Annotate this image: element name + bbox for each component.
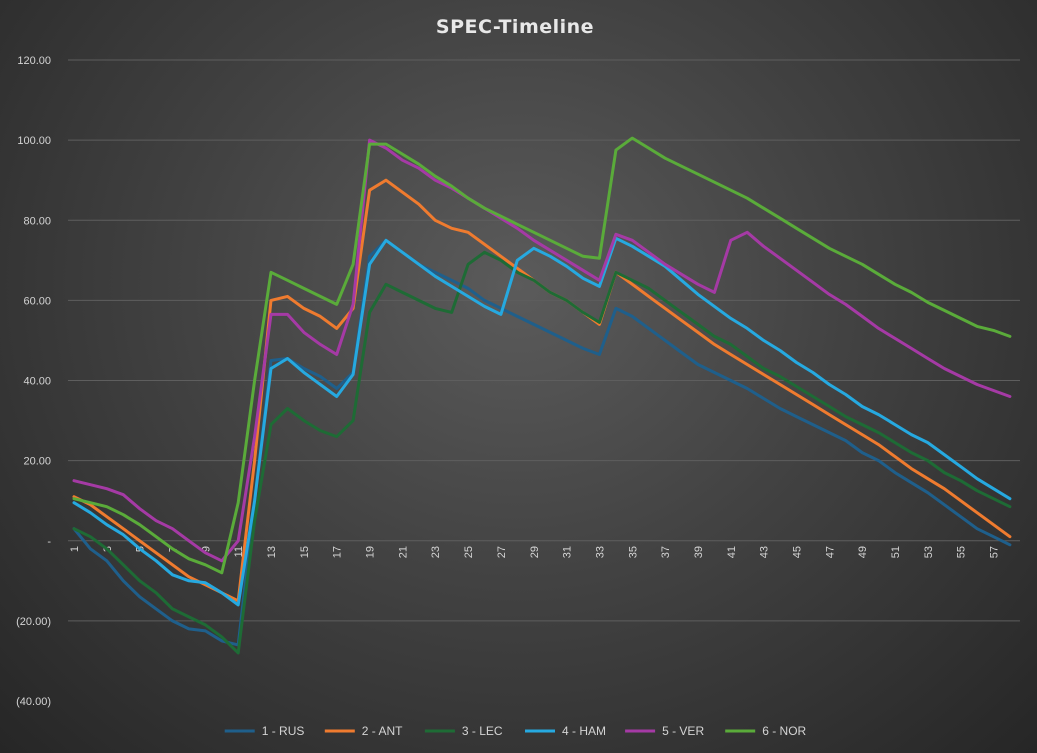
x-tick-label: 47	[824, 546, 836, 558]
x-tick-label: 1	[69, 546, 81, 552]
legend-label: 3 - LEC	[462, 724, 503, 738]
x-tick-label: 27	[496, 546, 508, 558]
y-tick-label: 100.00	[17, 135, 51, 147]
x-tick-label: 39	[693, 546, 705, 558]
y-tick-label: 80.00	[23, 215, 51, 227]
x-tick-label: 9	[200, 546, 212, 552]
y-tick-label: 20.00	[23, 456, 51, 468]
series-line-6	[72, 136, 1012, 575]
x-axis-tick-labels: 1 3 5 7 9 11 13 15 17 19 21 23 25 27 29 31 33 35 37 39 41 43 4…	[69, 546, 1001, 558]
legend-label: 6 - NOR	[762, 724, 806, 738]
chart-title: SPEC-Timeline	[436, 16, 594, 38]
legend-label: 2 - ANT	[362, 724, 403, 738]
y-axis-tick-labels: 120.00 100.00 80.00 60.00 40.00 20.00 - (20.00)…	[16, 55, 51, 708]
y-tick-label: (20.00)	[16, 616, 51, 628]
series-line-1	[72, 238, 1012, 647]
x-tick-label: 35	[627, 546, 639, 558]
x-tick-label: 11	[233, 546, 245, 557]
y-tick-label: 60.00	[23, 295, 51, 307]
x-tick-label: 41	[726, 546, 738, 558]
legend: 1 - RUS 2 - ANT 3 - LEC 4 - HAM 5 - VER 6 - N…	[224, 724, 807, 738]
x-tick-label: 45	[791, 546, 803, 558]
x-tick-label: 43	[759, 546, 771, 558]
x-tick-label: 57	[989, 546, 1001, 558]
x-tick-label: 17	[332, 546, 344, 558]
y-tick-label: -	[47, 536, 51, 548]
series-line-3	[72, 250, 1012, 655]
legend-label: 1 - RUS	[262, 724, 305, 738]
series-lines	[72, 136, 1012, 655]
gridlines	[68, 59, 1020, 622]
x-tick-label: 29	[529, 546, 541, 558]
legend-label: 5 - VER	[662, 724, 704, 738]
x-tick-label: 15	[299, 546, 311, 558]
series-line-4	[72, 236, 1012, 607]
x-tick-label: 55	[956, 546, 968, 558]
series-line-2	[72, 178, 1012, 603]
y-tick-label: 120.00	[17, 55, 51, 67]
x-tick-label: 51	[890, 546, 902, 558]
x-tick-label: 13	[266, 546, 278, 558]
x-tick-label: 21	[397, 546, 409, 558]
x-tick-label: 33	[594, 546, 606, 558]
series-line-5	[72, 138, 1012, 563]
x-tick-label: 37	[660, 546, 672, 558]
x-tick-label: 31	[562, 546, 574, 558]
x-tick-label: 25	[463, 546, 475, 558]
x-tick-label: 49	[857, 546, 869, 558]
x-tick-label: 53	[923, 546, 935, 558]
y-tick-label: 40.00	[23, 376, 51, 388]
legend-label: 4 - HAM	[562, 724, 606, 738]
x-tick-label: 23	[430, 546, 442, 558]
x-tick-label: 19	[365, 546, 377, 558]
y-tick-label: (40.00)	[16, 696, 51, 708]
